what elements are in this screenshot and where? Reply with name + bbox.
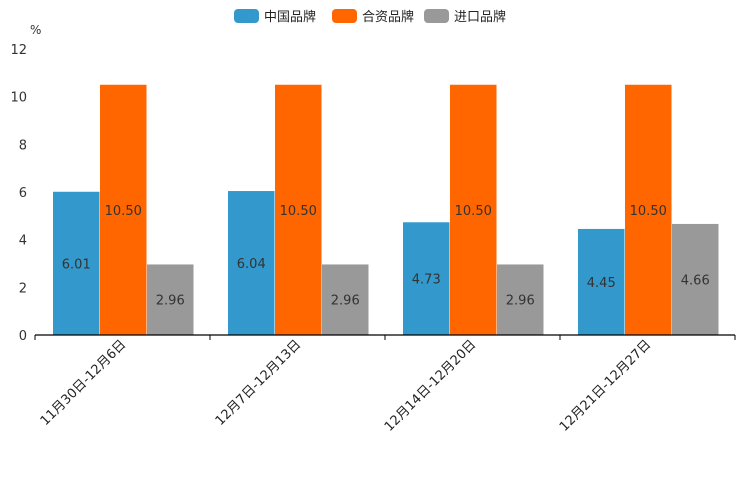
data-label: 10.50 bbox=[280, 204, 317, 219]
x-tick-label: 12月7日-12月13日 bbox=[213, 337, 305, 429]
bar[interactable] bbox=[147, 264, 194, 335]
y-tick-label: 8 bbox=[19, 138, 27, 153]
legend-swatch bbox=[234, 9, 259, 23]
data-label: 4.66 bbox=[681, 273, 710, 288]
data-label: 4.73 bbox=[412, 273, 441, 288]
y-tick-label: 0 bbox=[19, 329, 27, 344]
legend-label: 合资品牌 bbox=[362, 9, 414, 25]
bar[interactable] bbox=[450, 84, 497, 335]
legend-item[interactable]: 进口品牌 bbox=[424, 9, 506, 25]
bar-labels: 6.01 10.50 2.96 6.04 10.50 2.96 4.73 10.50 2.96 4… bbox=[62, 204, 710, 309]
y-tick-label: 2 bbox=[19, 281, 27, 296]
y-tick-label: 10 bbox=[10, 91, 27, 106]
y-tick-label: 12 bbox=[10, 43, 27, 58]
data-label: 10.50 bbox=[455, 204, 492, 219]
bar[interactable] bbox=[53, 191, 100, 335]
legend-swatch bbox=[332, 9, 357, 23]
data-label: 6.01 bbox=[62, 257, 91, 272]
bar[interactable] bbox=[275, 84, 322, 335]
data-label: 2.96 bbox=[506, 294, 535, 309]
data-label: 2.96 bbox=[331, 294, 360, 309]
bar[interactable] bbox=[497, 264, 544, 335]
data-label: 2.96 bbox=[156, 294, 185, 309]
bar[interactable] bbox=[578, 228, 625, 335]
bars bbox=[53, 84, 719, 335]
data-label: 6.04 bbox=[237, 257, 266, 272]
x-tick-label: 11月30日-12月6日 bbox=[38, 337, 130, 429]
x-tick-label: 12月21日-12月27日 bbox=[557, 337, 654, 434]
bar[interactable] bbox=[672, 223, 719, 335]
y-tick-label: 4 bbox=[19, 234, 27, 249]
y-tick-label: 6 bbox=[19, 186, 27, 201]
data-label: 10.50 bbox=[105, 204, 142, 219]
legend: 中国品牌 合资品牌 进口品牌 bbox=[234, 9, 506, 25]
bar[interactable] bbox=[228, 191, 275, 335]
legend-swatch bbox=[424, 9, 449, 23]
data-label: 4.45 bbox=[587, 276, 616, 291]
legend-label: 中国品牌 bbox=[264, 9, 316, 25]
legend-item[interactable]: 中国品牌 bbox=[234, 9, 316, 25]
y-axis-ticks: 0 2 4 6 8 10 12 bbox=[10, 43, 27, 344]
x-tick-label: 12月14日-12月20日 bbox=[382, 337, 479, 434]
data-label: 10.50 bbox=[630, 204, 667, 219]
bar[interactable] bbox=[403, 222, 450, 335]
legend-item[interactable]: 合资品牌 bbox=[332, 9, 414, 25]
legend-label: 进口品牌 bbox=[454, 9, 506, 25]
x-axis-ticks: 11月30日-12月6日 12月7日-12月13日 12月14日-12月20日 12月… bbox=[34, 335, 736, 435]
bar[interactable] bbox=[625, 84, 672, 335]
y-axis-label: % bbox=[30, 23, 41, 37]
bar[interactable] bbox=[100, 84, 147, 335]
bar[interactable] bbox=[322, 264, 369, 335]
